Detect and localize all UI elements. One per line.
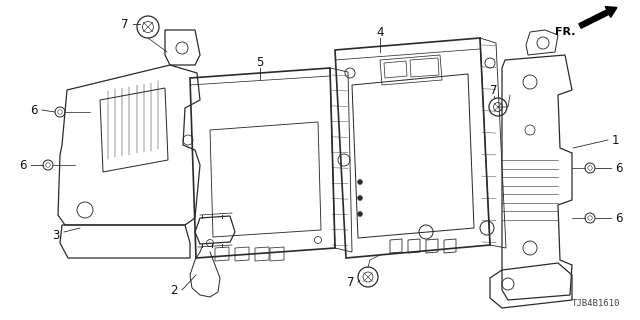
- Text: FR.: FR.: [556, 27, 576, 37]
- Text: 4: 4: [376, 26, 384, 38]
- Text: 3: 3: [52, 228, 60, 242]
- Circle shape: [358, 180, 362, 185]
- Text: 7: 7: [120, 18, 128, 30]
- Text: 6: 6: [615, 162, 623, 174]
- Text: 5: 5: [256, 55, 264, 68]
- Text: 7: 7: [490, 84, 498, 97]
- Circle shape: [358, 212, 362, 217]
- Text: 6: 6: [19, 158, 27, 172]
- Text: 1: 1: [612, 133, 620, 147]
- Text: 2: 2: [170, 284, 178, 297]
- Circle shape: [358, 196, 362, 201]
- Text: 6: 6: [615, 212, 623, 225]
- FancyArrow shape: [579, 7, 617, 28]
- Text: TJB4B1610: TJB4B1610: [572, 299, 620, 308]
- Text: 7: 7: [346, 276, 354, 289]
- Text: 6: 6: [31, 103, 38, 116]
